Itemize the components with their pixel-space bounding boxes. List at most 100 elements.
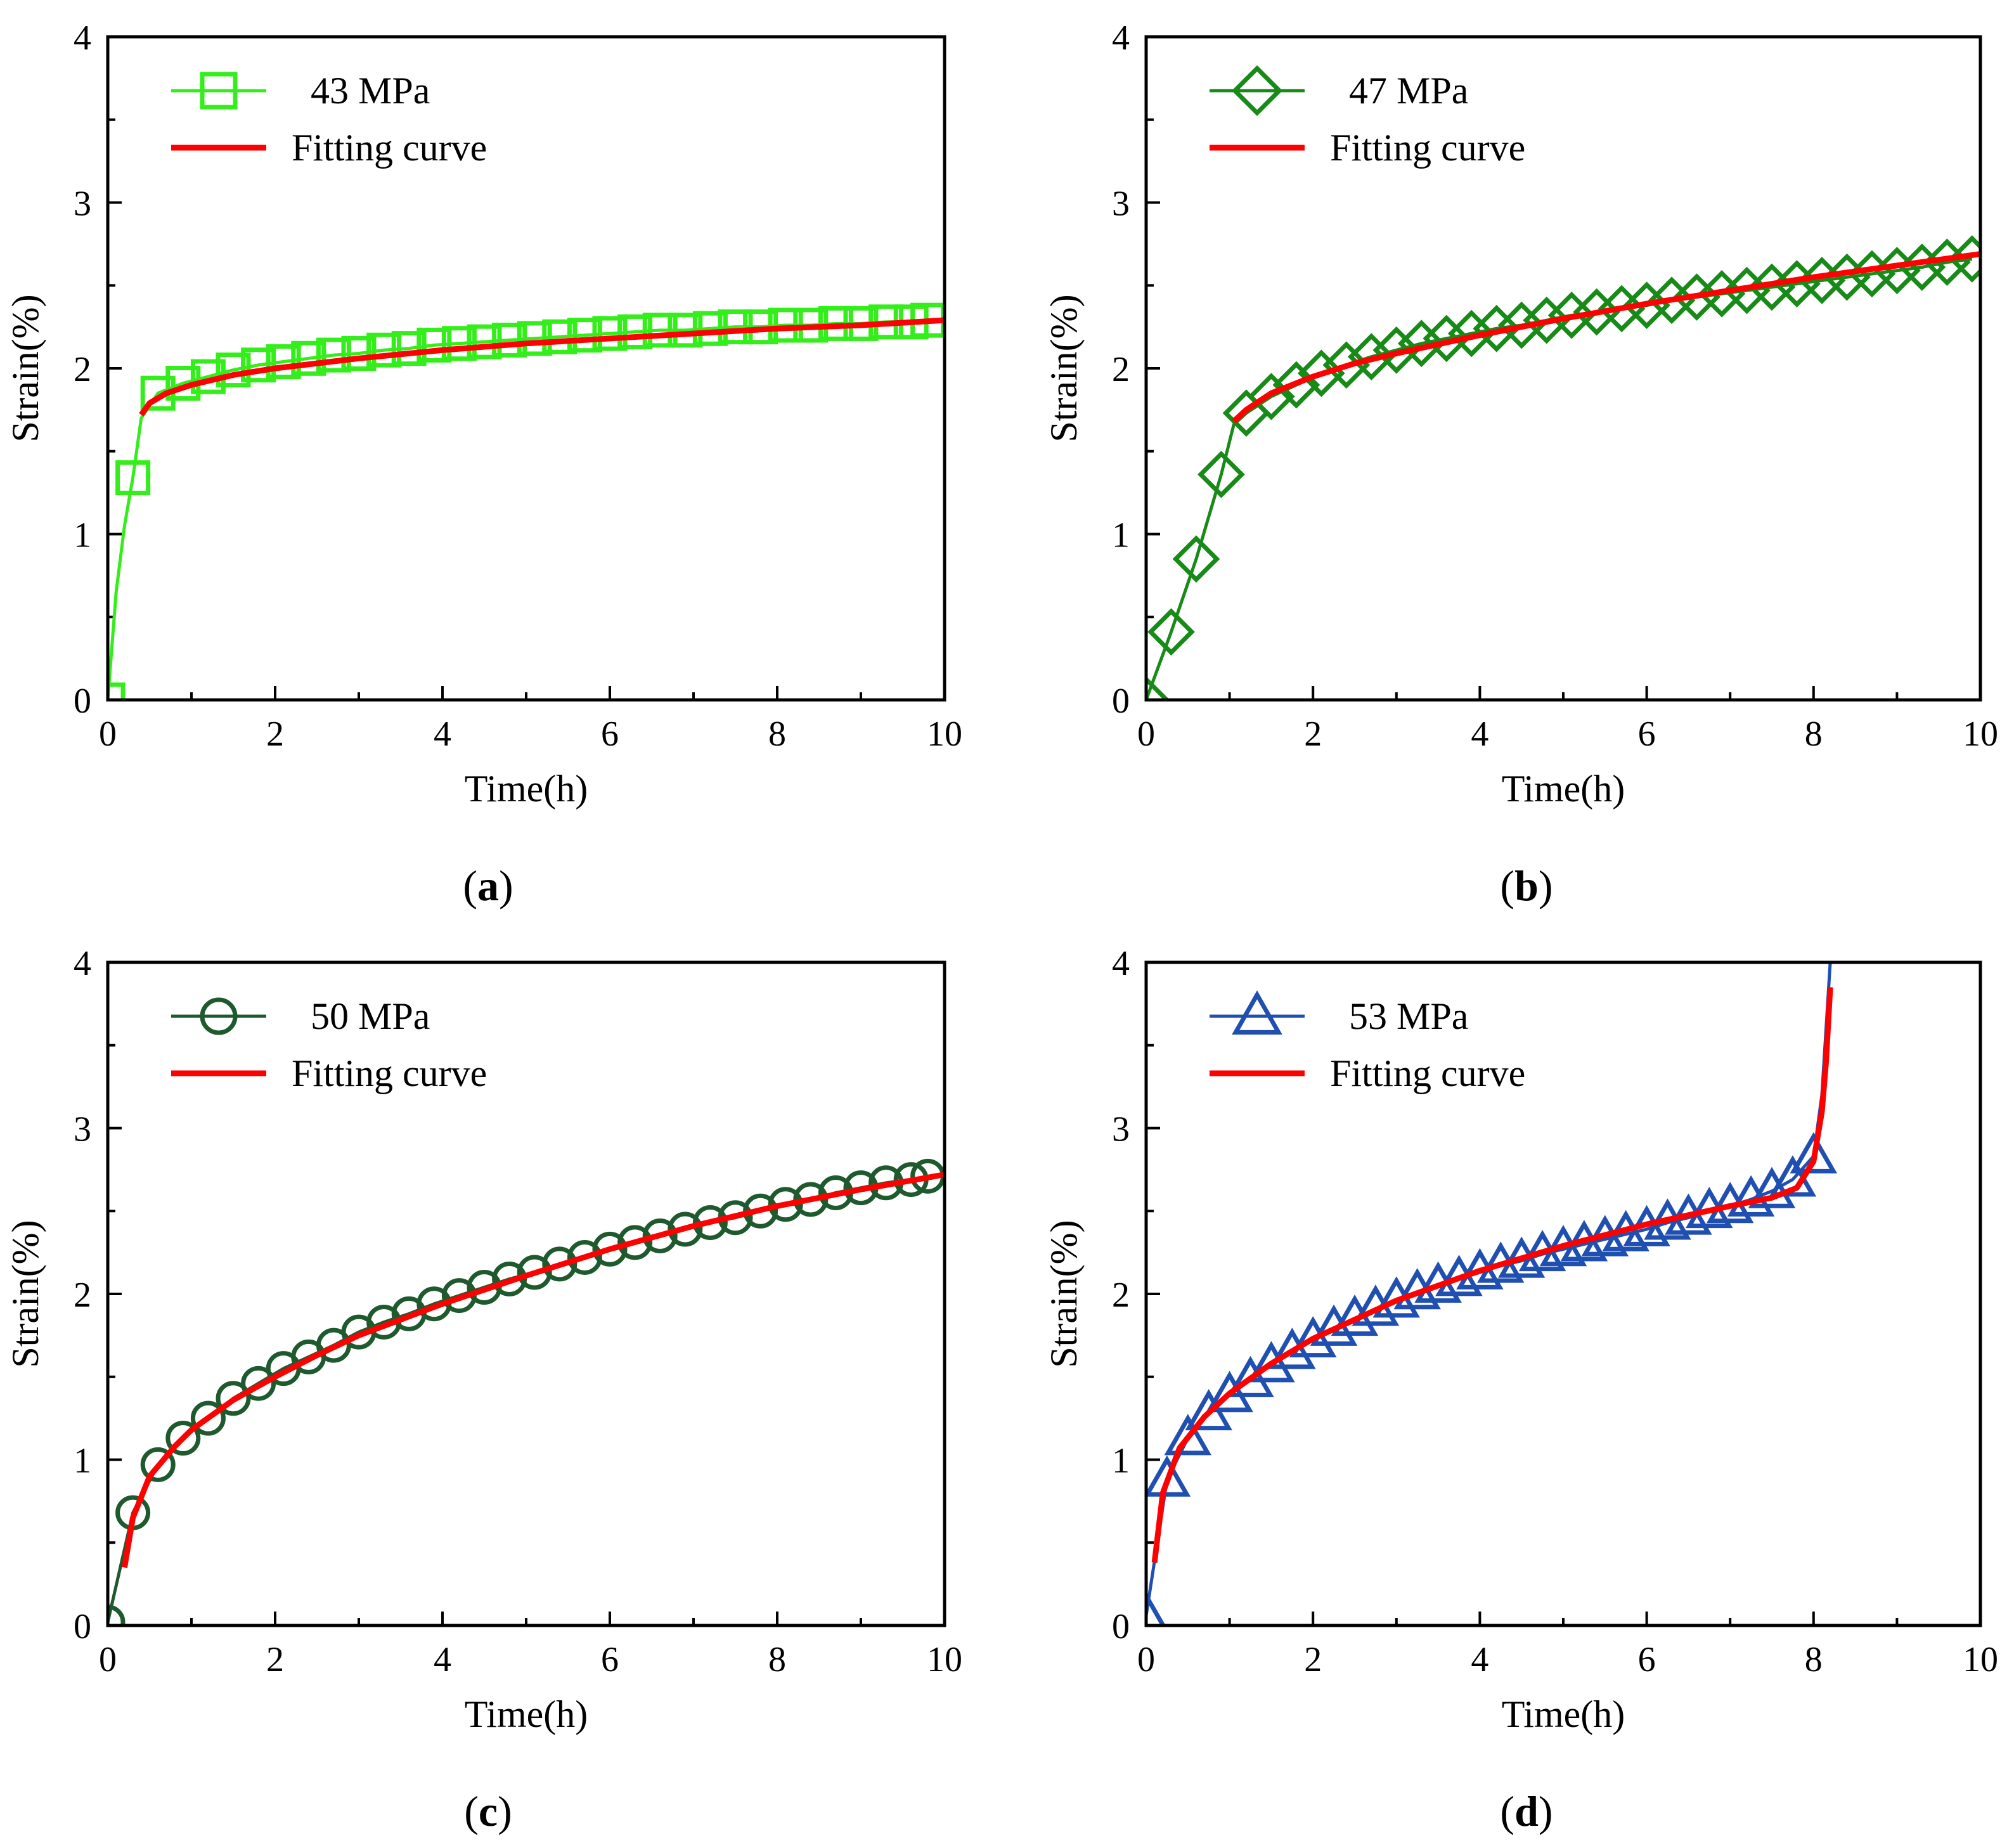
legend-measured-label: 47 MPa <box>1349 70 1468 112</box>
x-axis-label: Time(h) <box>465 768 588 810</box>
y-axis-label: Strain(%) <box>1043 1220 1085 1367</box>
legend-measured-label: 43 MPa <box>311 70 430 112</box>
x-tick-label: 0 <box>99 714 117 754</box>
x-tick-label: 6 <box>601 714 619 754</box>
data-point-marker <box>241 1366 276 1401</box>
x-tick-label: 8 <box>768 1640 786 1679</box>
y-tick-label: 4 <box>1112 944 1130 983</box>
y-tick-label: 3 <box>74 184 91 224</box>
data-point-marker <box>692 1205 728 1241</box>
data-point-marker <box>291 340 326 376</box>
chart-panel-b: 0 2 4 6 8 10 0 1 2 3 4 Time(h) Strain(%) 47 MPa Fittin… <box>1043 18 1998 910</box>
plot-frame <box>1144 35 1982 702</box>
y-tick-label: 1 <box>74 516 91 555</box>
data-point-marker <box>1298 349 1345 397</box>
x-tick-label: 0 <box>1137 1640 1155 1679</box>
data-point-marker <box>542 1246 578 1282</box>
data-point-marker <box>1146 676 1170 700</box>
x-axis-label: Time(h) <box>1502 1693 1625 1735</box>
x-tick-label: 4 <box>1471 714 1488 754</box>
data-point-marker <box>517 1255 552 1290</box>
y-tick-label: 2 <box>74 350 91 389</box>
x-tick-label: 2 <box>1304 1640 1322 1679</box>
measured-line <box>108 318 928 700</box>
fitting-curve-line <box>1151 986 1833 1563</box>
data-point-marker <box>1289 1315 1337 1358</box>
data-point-marker <box>592 1231 628 1267</box>
x-tick-label: 0 <box>99 1640 117 1679</box>
data-point-marker <box>1727 1175 1775 1217</box>
panel-label: (d) <box>1500 1787 1552 1835</box>
legend-fit-label: Fitting curve <box>292 1052 487 1094</box>
data-point-marker <box>592 316 628 351</box>
y-tick-label: 3 <box>74 1110 91 1149</box>
x-tick-label: 0 <box>1137 714 1155 754</box>
data-point-marker <box>1573 288 1620 336</box>
fitting-curve-line <box>121 1172 945 1568</box>
x-tick-label: 10 <box>927 714 962 754</box>
data-point-marker <box>1322 341 1371 389</box>
data-point-marker <box>668 1212 703 1247</box>
data-point-marker <box>190 1400 226 1436</box>
data-point-marker <box>1673 273 1720 321</box>
data-point-marker <box>341 335 377 371</box>
fitting-curve-line <box>139 317 945 417</box>
x-tick-label: 8 <box>1805 714 1823 754</box>
data-point-marker <box>1948 235 1980 283</box>
data-point-marker <box>668 313 703 348</box>
data-point-marker <box>467 324 502 359</box>
legend-triangle-marker <box>1232 990 1282 1035</box>
data-point-marker <box>642 1218 678 1253</box>
data-point-marker <box>642 313 678 348</box>
data-point-marker <box>1347 333 1395 381</box>
data-point-marker <box>692 311 728 346</box>
legend-diamond-marker <box>1231 65 1283 117</box>
plot-area <box>1146 962 1838 1625</box>
y-tick-label: 0 <box>74 682 91 721</box>
data-point-marker <box>1268 1328 1316 1369</box>
x-tick-label: 6 <box>1638 714 1656 754</box>
y-tick-label: 4 <box>1112 18 1130 58</box>
data-point-marker <box>1648 276 1696 325</box>
data-point-marker <box>1248 1341 1295 1383</box>
x-tick-label: 6 <box>601 1640 619 1679</box>
y-axis-label: Strain(%) <box>1043 294 1085 442</box>
data-point-marker <box>1227 1355 1274 1397</box>
legend: 47 MPa Fitting curve <box>1210 65 1525 169</box>
data-point-marker <box>1197 451 1245 498</box>
panel-label: (a) <box>463 862 513 910</box>
data-point-marker <box>241 347 276 383</box>
x-tick-label: 6 <box>1638 1640 1656 1679</box>
y-tick-label: 2 <box>74 1276 91 1315</box>
legend-square-marker <box>200 72 238 110</box>
data-point-marker <box>1164 1414 1212 1456</box>
plot-frame <box>106 960 946 1627</box>
data-point-marker <box>1523 296 1571 344</box>
data-point-marker <box>1497 301 1546 349</box>
chart-panel-d: 0 2 4 6 8 10 0 1 2 3 4 Time(h) Strain(%) 53 MPa Fittin… <box>1043 944 1998 1835</box>
legend-fit-label: Fitting curve <box>1330 1052 1525 1094</box>
x-tick-label: 10 <box>927 1640 962 1679</box>
data-point-marker <box>567 318 602 353</box>
plot-area <box>108 302 945 700</box>
y-tick-label: 4 <box>74 944 91 983</box>
plot-area <box>108 1158 945 1625</box>
legend-measured-label: 53 MPa <box>1349 995 1468 1037</box>
y-tick-label: 0 <box>1112 1607 1130 1646</box>
data-point-marker <box>492 323 527 358</box>
y-tick-label: 1 <box>1112 1442 1130 1481</box>
data-point-marker <box>1423 314 1471 363</box>
data-point-marker <box>1372 326 1421 374</box>
plot-area <box>1146 235 1980 700</box>
data-point-marker <box>366 332 402 368</box>
y-axis-label: Strain(%) <box>4 294 46 442</box>
x-tick-label: 2 <box>1304 714 1322 754</box>
data-point-marker <box>1146 1591 1166 1625</box>
panel-label: (b) <box>1500 862 1552 910</box>
data-point-marker <box>617 314 653 349</box>
x-tick-label: 4 <box>434 714 451 754</box>
data-point-marker <box>115 460 151 496</box>
data-point-marker <box>1623 281 1670 329</box>
data-point-marker <box>567 1239 602 1275</box>
